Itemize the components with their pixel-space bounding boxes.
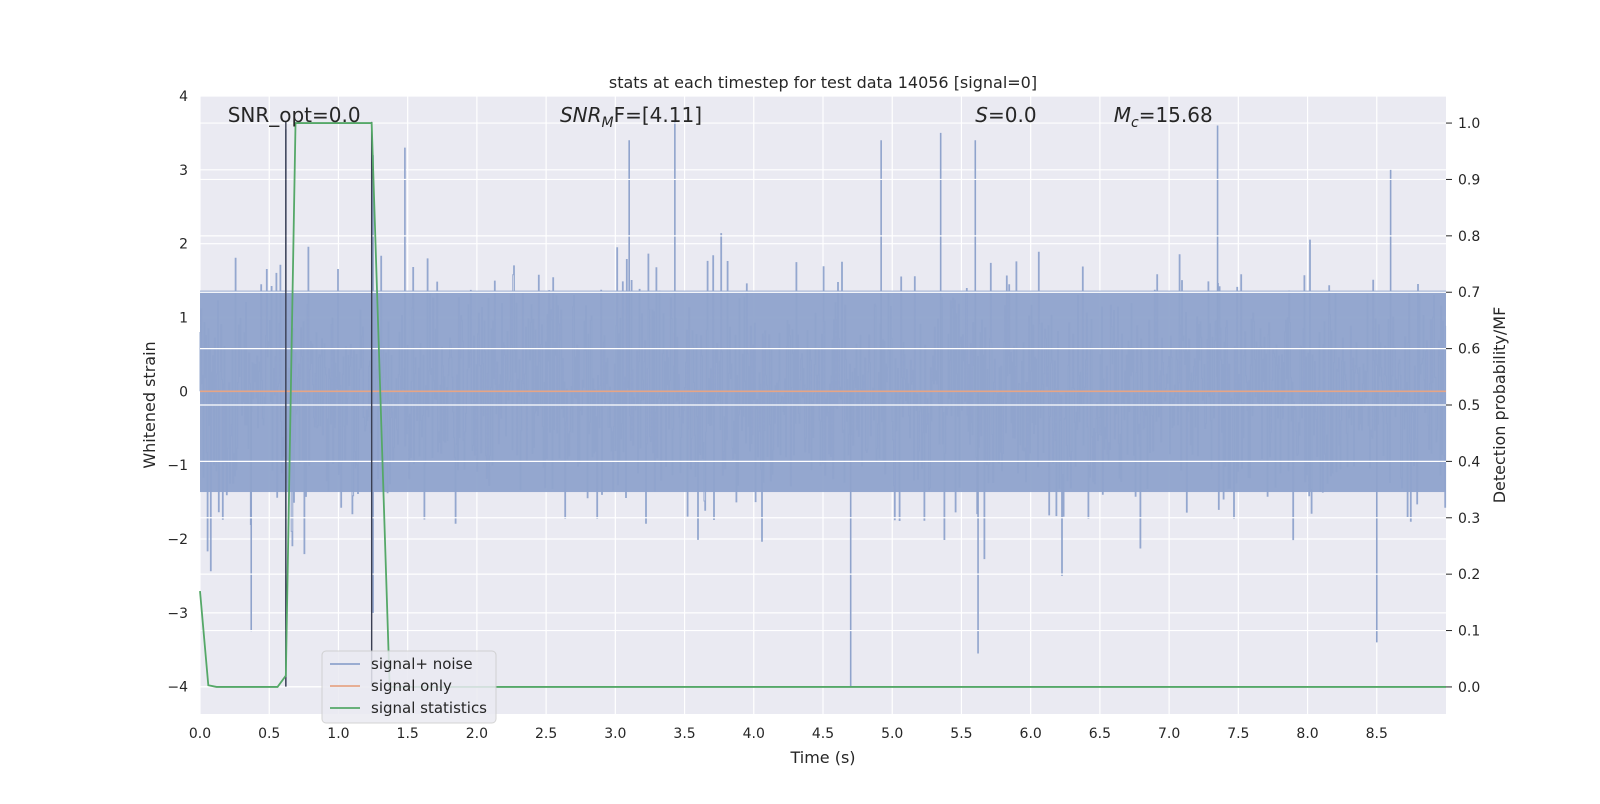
x-tick-label: 8.0	[1296, 726, 1318, 742]
x-tick-label: 6.5	[1089, 726, 1111, 742]
y2-tick-label: 0.6	[1458, 342, 1480, 358]
annotation-text: SNR_opt=0.0	[228, 103, 361, 127]
x-tick-label: 1.5	[397, 726, 419, 742]
y2-axis-ticks: 1.0 0.9 0.8 0.7 0.6 0.5 0.4 0.3 0.2 0.1 0.0	[1446, 116, 1480, 696]
y-tick-label: 1	[179, 311, 188, 327]
x-tick-label: 5.0	[881, 726, 903, 742]
y-tick-label: 0	[179, 384, 188, 400]
x-tick-label: 0.0	[189, 726, 211, 742]
x-tick-label: 1.0	[327, 726, 349, 742]
legend-label: signal statistics	[371, 699, 487, 717]
y-tick-label: −3	[167, 606, 188, 622]
y-tick-label: −4	[167, 680, 188, 696]
chart-title: stats at each timestep for test data 140…	[609, 73, 1037, 92]
y2-tick-label: 0.1	[1458, 624, 1480, 640]
y2-tick-label: 0.0	[1458, 680, 1480, 696]
annotation-text: S=0.0	[975, 103, 1036, 127]
y2-tick-label: 0.9	[1458, 172, 1480, 188]
x-tick-label: 5.5	[950, 726, 972, 742]
legend: signal+ noise signal only signal statistic…	[321, 650, 497, 724]
y2-tick-label: 0.8	[1458, 229, 1480, 245]
y2-tick-label: 0.4	[1458, 454, 1480, 470]
y-tick-label: 3	[179, 163, 188, 179]
x-axis-label: Time (s)	[789, 748, 855, 767]
x-tick-label: 0.5	[258, 726, 280, 742]
y-axis-label: Whitened strain	[140, 341, 159, 468]
x-tick-label: 2.0	[466, 726, 488, 742]
y-tick-label: 2	[179, 237, 188, 253]
legend-label: signal only	[371, 677, 452, 695]
annotations: SNR_opt=0.0 SNRMF=[4.11] S=0.0 Mc=15.68	[228, 103, 1213, 131]
x-tick-label: 7.0	[1158, 726, 1180, 742]
legend-label: signal+ noise	[371, 655, 473, 673]
annotation-text: Mc=15.68	[1114, 103, 1213, 131]
x-tick-label: 8.5	[1366, 726, 1388, 742]
x-tick-label: 4.5	[812, 726, 834, 742]
legend-box	[321, 650, 497, 724]
x-tick-label: 7.5	[1227, 726, 1249, 742]
noise-trace	[199, 233, 1447, 576]
x-tick-label: 2.5	[535, 726, 557, 742]
y-tick-label: −1	[167, 458, 188, 474]
x-tick-label: 4.0	[743, 726, 765, 742]
y2-axis-label: Detection probability/MF	[1490, 307, 1509, 504]
y2-tick-label: 0.5	[1458, 398, 1480, 414]
x-tick-label: 6.0	[1020, 726, 1042, 742]
x-tick-label: 3.0	[604, 726, 626, 742]
x-axis-ticks: 0.0 0.5 1.0 1.5 2.0 2.5 3.0 3.5 4.0 4.5 5.0 5.5 6.0 6…	[189, 726, 1388, 742]
x-tick-label: 3.5	[673, 726, 695, 742]
annotation-text: SNRMF=[4.11]	[560, 103, 702, 131]
y-axis-ticks: 4 3 2 1 0 −1 −2 −3 −4	[167, 89, 188, 696]
y2-tick-label: 0.7	[1458, 285, 1480, 301]
y2-tick-label: 0.3	[1458, 511, 1480, 527]
y2-tick-label: 0.2	[1458, 567, 1480, 583]
y2-tick-label: 1.0	[1458, 116, 1480, 132]
signal-statistics-line	[199, 122, 1446, 688]
y-tick-label: −2	[167, 532, 188, 548]
y-tick-label: 4	[179, 89, 188, 105]
